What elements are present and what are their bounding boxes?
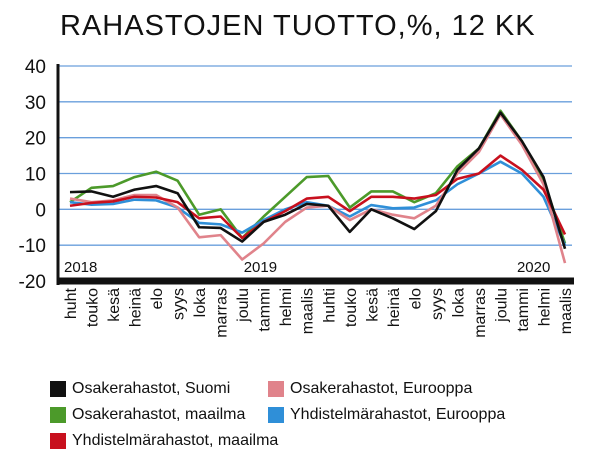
- year-label: 2020: [517, 259, 550, 276]
- year-label: 2018: [64, 259, 97, 276]
- x-tick-label: helmi: [536, 288, 553, 326]
- x-tick-label: marras: [472, 288, 489, 338]
- x-tick-label: loka: [450, 288, 467, 317]
- year-label: 2019: [244, 259, 277, 276]
- legend-label: Yhdistelmärahastot, maailma: [72, 432, 279, 449]
- legend-swatch: [50, 407, 66, 423]
- x-tick-label: helmi: [278, 288, 295, 326]
- x-tick-label: joulu: [235, 288, 252, 323]
- legend-swatch: [50, 433, 66, 449]
- y-tick-label: 30: [25, 93, 46, 114]
- legend-item: Yhdistelmärahastot, maailma: [50, 432, 278, 450]
- x-tick-label: tammi: [515, 288, 532, 332]
- x-tick-label: loka: [192, 288, 209, 317]
- legend-swatch: [268, 407, 284, 423]
- legend-item: Yhdistelmärahastot, Eurooppa: [268, 406, 505, 424]
- x-tick-label: elo: [149, 288, 166, 309]
- legend-item: Osakerahastot, Eurooppa: [268, 380, 472, 398]
- x-tick-label: kesä: [364, 288, 381, 322]
- x-tick-label: huht: [63, 287, 80, 319]
- series-line: [69, 113, 567, 264]
- x-tick-label: touko: [343, 288, 360, 327]
- x-tick-label: syys: [429, 288, 446, 320]
- legend-item: Osakerahastot, Suomi: [50, 380, 230, 398]
- y-tick-label: 10: [25, 165, 46, 186]
- x-tick-label: heinä: [128, 288, 145, 327]
- x-tick-label: maalis: [558, 288, 575, 334]
- x-tick-label: marras: [214, 288, 231, 338]
- chart-title: RAHASTOJEN TUOTTO,%, 12 KK: [60, 10, 536, 42]
- y-tick-label: 0: [35, 200, 46, 221]
- x-tick-label: touko: [85, 288, 102, 327]
- x-tick-label: tammi: [257, 288, 274, 332]
- series-line: [69, 111, 567, 250]
- legend-label: Osakerahastot, Eurooppa: [290, 380, 473, 397]
- x-tick-label: heinä: [386, 288, 403, 327]
- legend-label: Osakerahastot, Suomi: [72, 380, 231, 397]
- legend-item: Osakerahastot, maailma: [50, 406, 245, 424]
- y-tick-label: 40: [25, 57, 46, 78]
- legend-swatch: [50, 381, 66, 397]
- x-tick-label: huhti: [321, 288, 338, 323]
- legend-label: Yhdistelmärahastot, Eurooppa: [290, 406, 506, 423]
- x-tick-label: maalis: [300, 288, 317, 334]
- legend-label: Osakerahastot, maailma: [72, 406, 246, 423]
- x-tick-label: elo: [407, 288, 424, 309]
- y-tick-label: -20: [19, 272, 46, 293]
- x-tick-label: kesä: [106, 288, 123, 322]
- legend-swatch: [268, 381, 284, 397]
- x-tick-label: joulu: [493, 288, 510, 323]
- x-tick-label: syys: [171, 288, 188, 320]
- y-tick-label: 20: [25, 129, 46, 150]
- y-tick-label: -10: [19, 236, 46, 257]
- series-line: [69, 154, 567, 240]
